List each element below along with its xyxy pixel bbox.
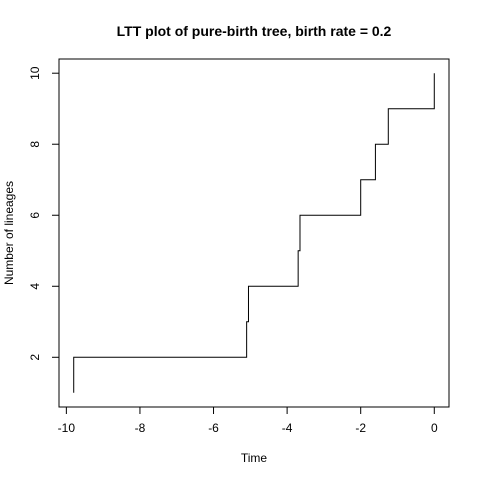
ltt-step-line (73, 73, 435, 393)
y-tick-label: 2 (28, 354, 42, 361)
y-tick-label: 10 (28, 66, 42, 80)
chart-title: LTT plot of pure-birth tree, birth rate … (117, 23, 392, 39)
x-tick-label: -6 (208, 421, 219, 435)
x-axis-label: Time (241, 451, 268, 465)
x-tick-label: -10 (58, 421, 76, 435)
y-tick-label: 8 (28, 141, 42, 148)
y-axis-label: Number of lineages (2, 181, 16, 285)
y-tick-label: 4 (28, 283, 42, 290)
y-tick-label: 6 (28, 212, 42, 219)
series-layer (73, 73, 435, 393)
x-axis: -10 -8 -6 -4 -2 0 (58, 406, 438, 435)
x-tick-label: 0 (431, 421, 438, 435)
x-tick-label: -8 (135, 421, 146, 435)
y-axis: 2 4 6 8 10 (28, 66, 60, 361)
x-tick-label: -4 (282, 421, 293, 435)
x-tick-label: -2 (355, 421, 366, 435)
